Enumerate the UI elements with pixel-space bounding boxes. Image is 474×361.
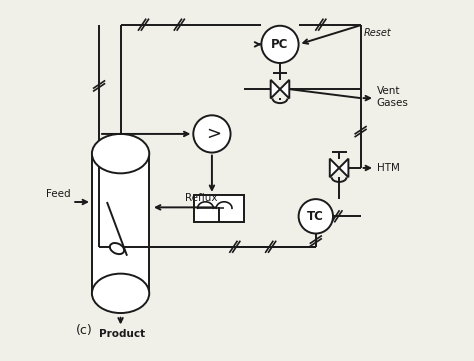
Ellipse shape	[92, 134, 149, 173]
Polygon shape	[339, 158, 348, 177]
Text: Product: Product	[100, 329, 146, 339]
Text: TC: TC	[307, 210, 324, 223]
Circle shape	[299, 199, 333, 234]
Circle shape	[261, 26, 299, 63]
Text: Feed: Feed	[46, 189, 71, 199]
Ellipse shape	[110, 243, 124, 254]
Text: (c): (c)	[76, 325, 92, 338]
Bar	[194, 195, 244, 222]
Text: Reset: Reset	[364, 28, 391, 38]
Text: Vent
Gases: Vent Gases	[377, 86, 409, 108]
Text: PC: PC	[271, 38, 289, 51]
Text: Reflux: Reflux	[185, 193, 217, 203]
Circle shape	[193, 115, 230, 153]
Polygon shape	[271, 80, 280, 99]
Polygon shape	[330, 158, 339, 177]
Polygon shape	[280, 80, 289, 99]
Text: >: >	[206, 125, 221, 143]
Text: HTM: HTM	[377, 163, 400, 173]
Ellipse shape	[92, 274, 149, 313]
Bar	[92, 154, 149, 293]
